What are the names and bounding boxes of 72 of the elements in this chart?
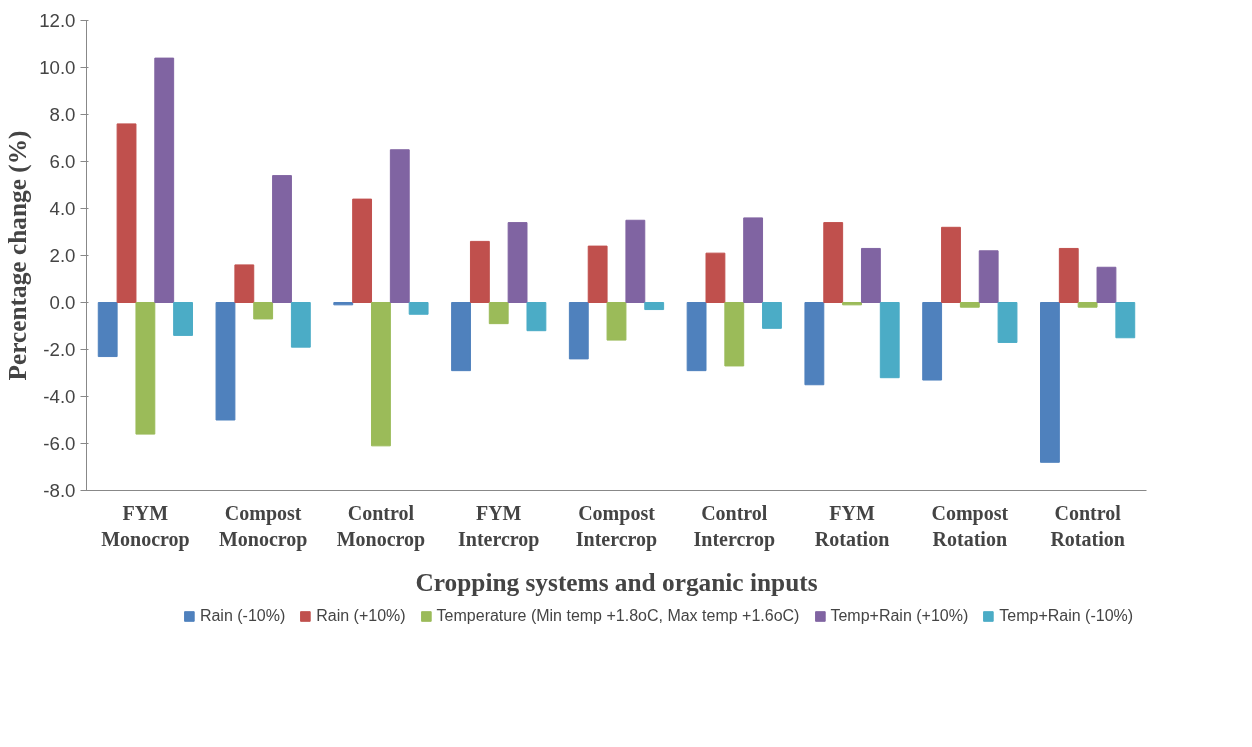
y-tick-label: 0.0 xyxy=(49,292,76,313)
bar xyxy=(333,302,354,306)
bar xyxy=(253,302,274,320)
x-tick-label: Control Rotation xyxy=(1050,501,1125,550)
legend-label: Temperature (Min temp +1.8oC, Max temp +1.6oC) xyxy=(436,607,800,625)
x-tick-label: FYM Monocrop xyxy=(101,501,190,551)
bar xyxy=(743,217,764,303)
bar xyxy=(215,302,236,421)
bar xyxy=(686,302,707,372)
bar xyxy=(526,302,547,332)
bar xyxy=(568,302,589,360)
legend-label: Rain (+10%) xyxy=(316,607,406,625)
bar xyxy=(842,302,862,306)
y-tick-label: -6.0 xyxy=(43,433,76,454)
bar xyxy=(1096,266,1117,303)
x-tick-label: FYM Rotation xyxy=(814,501,890,550)
bar xyxy=(922,302,943,381)
bar xyxy=(959,302,980,308)
y-axis-title: Percentage change (%) xyxy=(3,130,33,381)
bar xyxy=(272,175,292,303)
bar xyxy=(488,302,509,325)
bar xyxy=(860,247,881,303)
legend-label: Temp+Rain (-10%) xyxy=(999,607,1134,625)
y-tick-label: 6.0 xyxy=(49,151,76,172)
bar xyxy=(978,250,999,303)
x-tick-label: Control Monocrop xyxy=(336,501,426,551)
bar xyxy=(1115,302,1136,339)
bar xyxy=(371,302,391,447)
bar xyxy=(762,302,782,329)
y-tick-label: 4.0 xyxy=(49,198,76,219)
bar xyxy=(724,302,745,367)
y-tick-label: 10.0 xyxy=(39,57,76,78)
y-tick-label: 8.0 xyxy=(49,104,76,125)
bar xyxy=(625,219,646,303)
bar xyxy=(1077,302,1098,308)
bar xyxy=(941,226,961,303)
bar xyxy=(154,57,175,303)
bar xyxy=(644,302,665,311)
bar xyxy=(606,302,627,341)
bar xyxy=(352,198,373,303)
bar xyxy=(97,302,118,358)
bar xyxy=(587,245,608,303)
legend-label: Temp+Rain (+10%) xyxy=(830,607,969,625)
x-tick-label: FYM Intercrop xyxy=(457,501,540,551)
y-tick-label: 12.0 xyxy=(39,10,76,31)
bar xyxy=(135,302,156,435)
x-tick-label: Control Intercrop xyxy=(693,501,776,551)
bar xyxy=(1040,302,1060,463)
y-tick-label: 2.0 xyxy=(49,245,76,266)
bar xyxy=(389,149,410,303)
bar xyxy=(408,302,429,315)
bar xyxy=(173,302,193,336)
legend-label: Rain (-10%) xyxy=(199,607,286,625)
x-tick-label: Compost Intercrop xyxy=(575,501,658,551)
bar xyxy=(234,264,255,303)
bar xyxy=(451,302,471,372)
bar xyxy=(997,302,1018,343)
bar xyxy=(823,222,844,303)
bar xyxy=(469,240,490,303)
y-tick-label: -2.0 xyxy=(43,339,76,360)
bar xyxy=(507,222,528,303)
bar xyxy=(879,302,900,379)
bar xyxy=(1058,247,1079,303)
bar xyxy=(705,252,726,303)
y-tick-label: -4.0 xyxy=(43,386,76,407)
y-tick-label: -8.0 xyxy=(43,480,76,501)
bar xyxy=(290,302,311,348)
bar xyxy=(804,302,825,386)
x-axis-title: Cropping systems and organic inputs xyxy=(415,567,818,596)
x-tick-label: Compost Monocrop xyxy=(218,501,308,551)
x-tick-label: Compost Rotation xyxy=(931,501,1009,550)
bar xyxy=(116,123,137,303)
